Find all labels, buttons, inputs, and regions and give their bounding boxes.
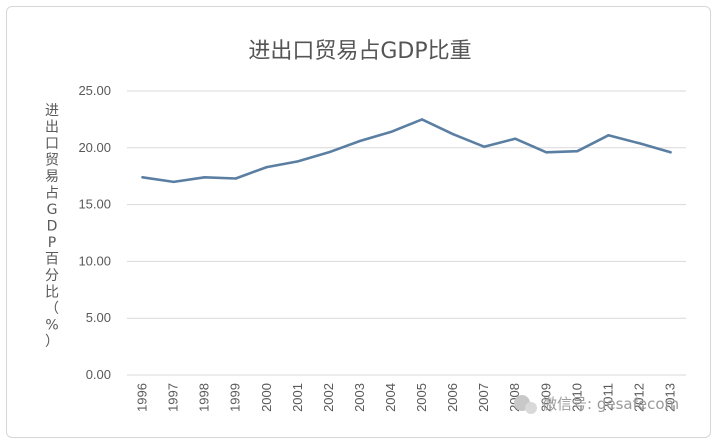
data-point	[576, 150, 579, 153]
data-point	[265, 165, 268, 169]
data-point	[296, 160, 300, 163]
data-point	[545, 151, 548, 154]
y-tick-labels: 25.00 20.00 15.00 10.00 5.00 0.00	[78, 83, 111, 382]
wechat-icon	[514, 395, 537, 414]
data-point	[420, 118, 424, 121]
y-axis-label-char: G	[47, 202, 58, 218]
y-axis-label-char: 进	[45, 103, 59, 119]
y-axis-label-char: ）	[45, 334, 59, 350]
x-tick-label: 1996	[135, 383, 150, 412]
x-tick-label: 2007	[476, 383, 491, 412]
data-point	[607, 134, 610, 137]
y-tick-label: 5.00	[86, 310, 111, 325]
y-tick-label: 20.00	[78, 140, 111, 155]
data-point	[638, 142, 641, 145]
x-tick-label: 2013	[662, 383, 677, 412]
x-tick-label: 2011	[600, 383, 615, 411]
x-tick-label: 2003	[352, 383, 367, 412]
data-point	[172, 180, 175, 184]
data-point	[234, 177, 237, 180]
data-point	[389, 130, 393, 134]
y-axis-label-char: 出	[45, 120, 59, 136]
x-tick-label: 2005	[414, 383, 429, 412]
data-point	[327, 151, 331, 154]
x-tick-label: 2000	[259, 383, 274, 412]
x-tick-label: 2009	[538, 383, 553, 412]
x-tick-label: 2002	[321, 383, 336, 412]
watermark: 微信号: gesafecom	[514, 395, 679, 414]
data-point	[141, 176, 144, 179]
y-tick-label: 25.00	[78, 83, 111, 98]
y-axis-label-char: 占	[45, 186, 59, 202]
y-axis-label-char: %	[45, 318, 58, 334]
x-tick-label: 2006	[445, 383, 460, 412]
series-line	[141, 118, 672, 184]
y-axis-label-char: （	[45, 301, 59, 317]
y-tick-label: 10.00	[78, 253, 111, 268]
x-tick-labels: 1996 1997 1998 1999 2000 2001 2002 2003 2004 2005…	[135, 383, 678, 412]
x-tick-label: 1998	[197, 383, 212, 412]
x-tick-label: 2010	[569, 383, 584, 412]
x-tick-label: 1997	[166, 383, 181, 412]
x-tick-label: 2004	[383, 383, 398, 412]
y-axis-label-char: 口	[45, 136, 59, 152]
data-point	[482, 145, 486, 148]
y-axis-label-char: 百	[45, 252, 59, 268]
x-tick-label: 1999	[228, 383, 243, 412]
y-axis-label-char: 贸	[45, 153, 59, 169]
chart-frame	[6, 6, 711, 438]
y-axis-label-char: 分	[45, 268, 59, 284]
y-axis-label-char: 比	[45, 285, 59, 301]
data-point	[203, 176, 206, 179]
data-point	[358, 139, 362, 143]
y-axis-label-char: 易	[45, 169, 59, 185]
y-axis-label-char: D	[47, 219, 58, 235]
y-axis-label-char: P	[48, 235, 56, 251]
y-tick-label: 0.00	[86, 367, 111, 382]
data-point	[669, 151, 672, 154]
x-tick-label: 2001	[290, 383, 305, 412]
y-tick-label: 15.00	[78, 197, 111, 212]
x-tick-label: 2012	[631, 383, 646, 412]
data-point	[451, 132, 455, 136]
grid-lines	[127, 90, 686, 376]
watermark-text: 微信号: gesafecom	[542, 395, 679, 413]
chart-title: 进出口贸易占GDP比重	[248, 39, 471, 64]
series-lines	[141, 118, 672, 184]
data-point	[513, 137, 517, 140]
